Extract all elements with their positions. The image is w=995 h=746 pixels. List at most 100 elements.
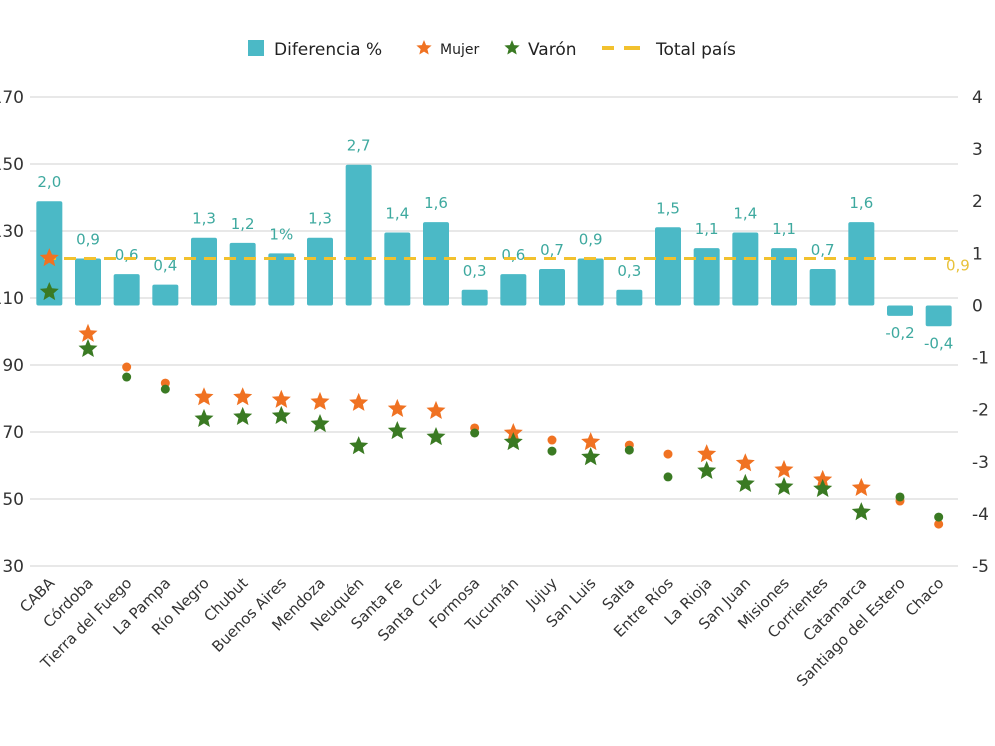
mujer-star-marker: [697, 444, 717, 463]
bar-data-label: 0,6: [115, 246, 139, 264]
legend-swatch-diferencia: [248, 40, 264, 56]
mujer-star-marker: [310, 391, 330, 410]
bar: [191, 237, 217, 306]
mujer-star-marker: [194, 387, 214, 406]
bar: [423, 222, 449, 306]
right-tick-label: -4: [972, 505, 989, 525]
bar: [268, 253, 295, 306]
left-tick-label: 50: [2, 490, 24, 510]
left-tick-label: 150: [0, 155, 24, 175]
right-tick-label: 4: [972, 88, 983, 108]
total-pais-line: 0,9: [44, 257, 970, 275]
bar: [925, 305, 952, 327]
bar: [655, 227, 681, 306]
right-tick-label: -5: [972, 557, 989, 577]
mujer-star-marker: [349, 392, 369, 411]
right-tick-label: 1: [972, 244, 983, 264]
bar-data-label: 0,6: [501, 246, 525, 264]
bar: [113, 274, 140, 306]
mujer-star-marker: [78, 323, 98, 342]
left-axis: 170 150 130 110 90 70 50 30: [0, 88, 24, 577]
bar-data-label: 1,1: [772, 220, 796, 238]
bar-data-label: 0,3: [617, 262, 641, 280]
bar: [809, 268, 836, 306]
mujer-star-marker: [851, 477, 871, 496]
varon-star-marker: [78, 338, 98, 357]
varon-star-marker: [233, 406, 253, 425]
varon-star-marker: [503, 432, 523, 451]
bar-data-label: 2,7: [347, 137, 371, 155]
mujer-circle-marker: [663, 449, 673, 459]
varon-star-marker: [387, 421, 407, 440]
right-tick-label: 2: [972, 192, 983, 212]
bar-data-label: 1,5: [656, 199, 680, 217]
bar: [693, 248, 720, 306]
mujer-star-marker: [735, 453, 755, 472]
varon-star-marker: [349, 436, 369, 455]
mujer-circle-marker: [122, 362, 132, 372]
bar-data-label: 1,4: [385, 204, 409, 222]
varon-circle-marker: [470, 428, 480, 438]
bar-data-label: -0,2: [885, 324, 914, 342]
bar-data-label: -0,4: [924, 334, 953, 352]
bar-data-label: 1,6: [424, 194, 448, 212]
right-tick-label: 3: [972, 140, 983, 160]
mujer-star-marker: [426, 400, 446, 419]
bar: [384, 232, 411, 306]
bar: [500, 274, 527, 306]
bar: [887, 305, 913, 316]
varon-star-marker: [581, 447, 601, 466]
right-axis: 4 3 2 1 0 -1 -2 -3 -4 -5: [972, 88, 989, 577]
bar-data-label: 1,4: [733, 204, 757, 222]
left-tick-label: 30: [2, 557, 24, 577]
bar: [229, 242, 256, 306]
varon-circle-marker: [160, 384, 170, 394]
bar: [307, 237, 333, 306]
legend-label-total: Total país: [655, 40, 736, 60]
bar-data-label: 1%: [269, 225, 293, 243]
legend: Diferencia % Mujer Varón Total país: [248, 40, 736, 60]
bar: [152, 284, 179, 306]
left-tick-label: 170: [0, 88, 24, 108]
bar-data-label: 0,9: [76, 231, 100, 249]
legend-label-mujer: Mujer: [440, 42, 479, 58]
left-tick-label: 110: [0, 289, 24, 309]
bar: [771, 248, 797, 306]
varon-star-marker: [39, 282, 59, 301]
right-tick-label: -2: [972, 401, 989, 421]
total-pais-label: 0,9: [946, 257, 970, 275]
varon-star-marker: [697, 460, 717, 479]
mujer-star-marker: [39, 248, 59, 267]
bar-data-label: 0,7: [811, 241, 835, 259]
varon-circle-marker: [895, 492, 905, 502]
varon-circle-marker: [547, 446, 557, 456]
bar-data-label: 1,2: [231, 215, 255, 233]
bar-data-label: 1,3: [192, 210, 216, 228]
varon-star-marker: [735, 473, 755, 492]
varon-star-marker: [426, 427, 446, 446]
mujer-star-marker: [271, 389, 291, 408]
gridlines: [30, 96, 958, 567]
left-tick-label: 90: [2, 356, 24, 376]
bar-data-label: 2,0: [37, 173, 61, 191]
bar: [616, 289, 643, 306]
bar-data-label: 1,1: [695, 220, 719, 238]
bar-data-label: 1,6: [849, 194, 873, 212]
left-tick-label: 70: [2, 423, 24, 443]
bar: [577, 258, 604, 306]
varon-star-marker: [310, 414, 330, 433]
mujer-circle-marker: [547, 435, 557, 445]
varon-star-marker: [271, 405, 291, 424]
varon-circle-marker: [663, 472, 673, 482]
bar-data-label: 1,3: [308, 210, 332, 228]
varon-star-marker: [774, 476, 794, 495]
mujer-star-marker: [774, 459, 794, 478]
legend-label-diferencia: Diferencia %: [274, 40, 382, 60]
mujer-star-marker: [581, 432, 601, 451]
legend-star-icon-mujer: [416, 40, 432, 55]
markers-varon: [39, 282, 944, 522]
legend-label-varon: Varón: [528, 40, 577, 60]
bar: [848, 222, 875, 306]
